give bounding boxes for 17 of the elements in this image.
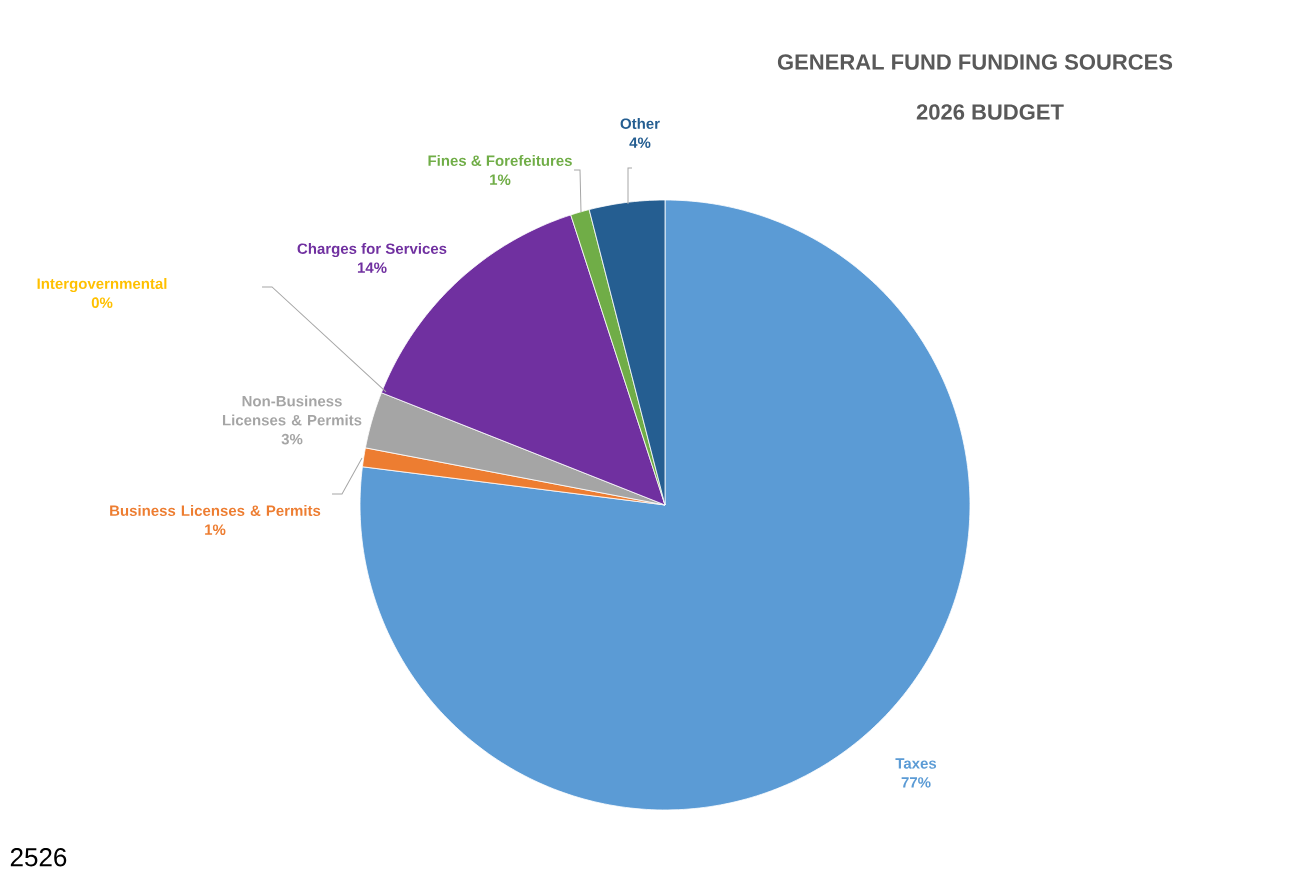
chart-title: GENERAL FUND FUNDING SOURCES [777, 54, 1173, 70]
slice-label: Taxes [895, 758, 937, 769]
data-label: 1% [490, 174, 511, 185]
category-label: Intergovernmental [37, 277, 167, 293]
slice-label: Fines & Forefeitures [428, 154, 572, 166]
slice-label: Non-Business Licenses & Permits [222, 395, 362, 426]
chart-subtitle: 2026 BUDGET [916, 104, 1064, 120]
data-label: 3% [281, 433, 303, 445]
text: 2526 [10, 848, 67, 867]
data-label: 1% [205, 524, 226, 535]
text: 0% [91, 297, 113, 308]
slice-label: Business Licenses & Permits [110, 504, 321, 516]
slice-label: Charges for Services [297, 242, 447, 258]
data-label: 77% [901, 777, 931, 788]
data-label: 4% [629, 137, 651, 148]
slice-label: Other [620, 117, 660, 129]
data-label: 14% [357, 262, 387, 273]
